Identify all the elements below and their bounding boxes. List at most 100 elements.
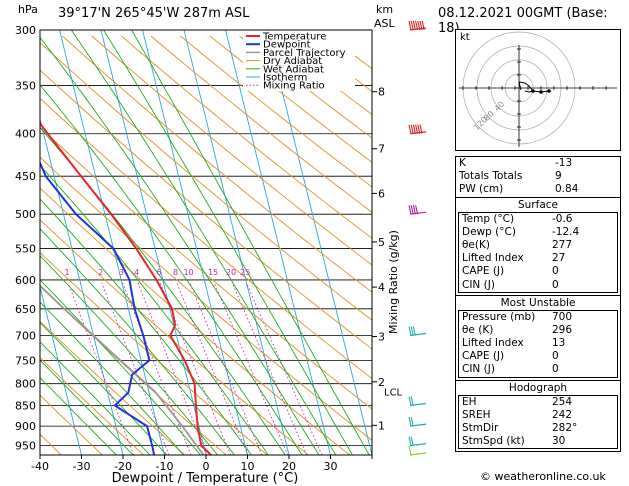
dry-adiabat-line (40, 320, 186, 455)
isotherm-line (266, 30, 372, 455)
km-tick-label: 6 (378, 187, 385, 200)
dry-adiabat-line (180, 35, 372, 188)
surface-title: Surface (517, 198, 558, 211)
row-label: Totals Totals (459, 170, 523, 183)
wind-barb-flag (408, 205, 412, 215)
row-label: K (459, 157, 466, 169)
lcl-label: LCL (384, 388, 403, 399)
isotherm-line (183, 30, 290, 455)
wind-barb-flag (410, 20, 414, 31)
mixing-ratio-line (189, 282, 263, 455)
table-row: PW (cm) 0.84 (456, 183, 620, 196)
row-label: Temp (°C) (462, 212, 515, 225)
row-label: StmDir (462, 422, 499, 434)
km-tick-label: 8 (378, 86, 385, 99)
table-row: CIN (J) 0 (459, 363, 617, 376)
legend-entry-label: Temperature (262, 32, 326, 43)
hodograph-table-title: Hodograph (508, 381, 568, 394)
wind-barb-flag (412, 20, 416, 31)
dry-adiabat-line (91, 35, 372, 266)
temperature-line (40, 121, 212, 455)
legend-background (243, 31, 355, 91)
row-value: 0 (552, 278, 559, 291)
surface-section: Surface Temp (°C) -0.6 Dewp (°C) -12.4 θe(K)… (456, 196, 620, 293)
wet-adiabat-line (40, 255, 219, 455)
isotherm-line (40, 117, 124, 455)
wind-barb-flag (410, 205, 414, 215)
row-value: 9 (555, 170, 562, 183)
row-value: -13 (555, 157, 573, 169)
temperature-tick-label: 30 (324, 460, 338, 473)
wind-barb-flag (419, 20, 423, 31)
dry-adiabat-line (121, 35, 372, 239)
pressure-tick-label: 600 (15, 274, 36, 287)
mixing-ratio-line (122, 282, 192, 455)
table-row: CIN (J) 0 (459, 279, 617, 292)
legend-entry-label: Dewpoint (263, 40, 311, 51)
wet-adiabat-line (40, 164, 269, 455)
wet-adiabat-line (40, 321, 168, 455)
wet-adiabat-line (40, 341, 151, 455)
row-value: 0 (552, 350, 559, 363)
wind-barb-flag (408, 124, 412, 134)
temperature-tick-label: 10 (241, 460, 255, 473)
table-row: CAPE (J) 0 (459, 265, 617, 278)
dry-adiabat-line (40, 156, 372, 441)
dry-adiabat-line (40, 251, 268, 455)
row-value: 0.84 (555, 183, 579, 196)
table-row: StmDir 282° (459, 422, 617, 435)
table-row: Pressure (mb) 700 (459, 311, 617, 324)
wind-barb-flag (412, 326, 416, 336)
mixing-ratio-line (231, 282, 308, 455)
pressure-tick-label: 950 (15, 440, 36, 453)
wet-adiabat-line (40, 126, 286, 455)
wind-barb-staff (409, 452, 427, 456)
row-label: Lifted Index (462, 337, 524, 350)
indices-table: K -13 Totals Totals 9 PW (cm) 0.84 Surface Te… (455, 156, 621, 453)
km-tick-label: 1 (378, 419, 385, 432)
location-title: 39°17'N 265°45'W 287m ASL (58, 6, 250, 21)
km-tick-label: 7 (378, 143, 385, 156)
dry-adiabat-line (40, 357, 144, 455)
wind-barb-flag (412, 124, 416, 134)
mixing-ratio-value-label: 15 (208, 268, 218, 277)
pressure-tick-label: 300 (15, 24, 36, 37)
km-tick-label: 5 (378, 236, 385, 249)
wet-adiabat-line (40, 377, 117, 455)
wind-barb-flag (417, 124, 421, 134)
wind-barb-flag (415, 124, 419, 134)
row-label: SREH (462, 408, 491, 421)
mixing-ratio-line (67, 282, 135, 455)
row-value: 254 (552, 395, 573, 408)
row-label: CIN (J) (462, 363, 495, 376)
legend-entry-label: Parcel Trajectory (263, 48, 346, 59)
row-label: Pressure (mb) (462, 310, 536, 323)
dry-adiabat-line (40, 187, 350, 455)
pressure-tick-label: 750 (15, 354, 36, 367)
mixing-ratio-value-label: 4 (134, 268, 139, 277)
row-value: 282° (552, 422, 578, 434)
table-row: CAPE (J) 0 (459, 350, 617, 363)
temperature-tick-label: 20 (282, 460, 296, 473)
wind-barb-flag (410, 124, 414, 134)
table-row: StmSpd (kt) 30 (459, 435, 617, 448)
table-row: Totals Totals 9 (456, 170, 620, 183)
row-label: StmSpd (kt) (462, 435, 525, 448)
mixing-ratio-value-label: 25 (240, 268, 250, 277)
km-tick-label: 3 (378, 331, 385, 344)
isotherm-line (225, 30, 331, 455)
wet-adiabat-line (40, 228, 235, 455)
hodograph-section: Hodograph EH 254 SREH 242 StmDir 282° StmSpd (… (456, 379, 620, 450)
km-unit-label: km (376, 3, 394, 16)
mixing-ratio-value-label: 6 (157, 268, 162, 277)
wet-adiabat-line (103, 30, 353, 455)
mixing-ratio-axis-label: Mixing Ratio (g/kg) (387, 230, 400, 334)
wind-barb-flag (408, 417, 412, 427)
mixing-ratio-value-label: 8 (173, 268, 178, 277)
table-row: θe(K) 277 (459, 239, 617, 252)
pressure-tick-label: 850 (15, 400, 36, 413)
dry-adiabat-line (40, 97, 372, 380)
row-label: Dewp (°C) (462, 225, 516, 238)
row-value: 30 (552, 435, 566, 448)
